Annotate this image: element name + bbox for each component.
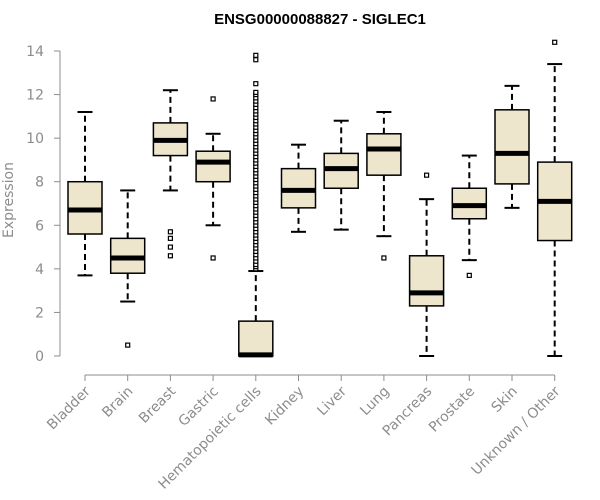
- outlier-point: [381, 255, 387, 261]
- outlier-point: [210, 96, 216, 102]
- y-tick-label: 14: [26, 44, 44, 60]
- x-tick-label: Brain: [99, 384, 136, 421]
- box-9: [408, 172, 445, 357]
- outlier-point: [253, 89, 259, 95]
- iqr-box: [366, 133, 402, 176]
- x-tick-label: Bladder: [44, 383, 94, 433]
- box-7: [323, 119, 359, 231]
- box-4: [195, 96, 231, 261]
- y-tick-label: 10: [26, 131, 44, 147]
- y-axis: 0 2 4 6 8 10 12 14: [26, 44, 61, 365]
- box-5: [238, 52, 274, 358]
- x-tick-label: Prostate: [426, 384, 478, 436]
- outlier-point: [466, 272, 472, 278]
- y-tick-label: 4: [35, 262, 44, 278]
- outlier-point: [253, 81, 259, 87]
- box-6: [280, 143, 317, 233]
- x-tick-label: Lung: [357, 384, 392, 419]
- box-group: [67, 39, 573, 358]
- outlier-point: [253, 52, 259, 58]
- box-10: [451, 154, 488, 278]
- box-8: [366, 111, 402, 261]
- outlier-point: [253, 57, 259, 63]
- y-tick-label: 8: [35, 175, 44, 191]
- outlier-point: [210, 255, 216, 261]
- x-tick-label: Kidney: [262, 384, 307, 429]
- outlier-point: [125, 342, 131, 348]
- box-3: [152, 89, 189, 259]
- box-2: [109, 189, 146, 348]
- outlier-point: [167, 235, 173, 241]
- y-axis-label: Expression: [1, 162, 17, 238]
- outlier-point: [424, 172, 430, 178]
- iqr-box: [494, 109, 530, 185]
- y-tick-label: 2: [35, 305, 44, 321]
- outlier-point: [552, 39, 558, 45]
- x-tick-label: Liver: [314, 383, 350, 419]
- iqr-box: [238, 320, 274, 357]
- outlier-point: [167, 229, 173, 235]
- x-tick-label: Skin: [488, 384, 520, 416]
- outlier-point: [167, 253, 173, 259]
- outlier-point: [167, 244, 173, 250]
- y-tick-label: 12: [26, 88, 44, 104]
- iqr-box: [408, 255, 445, 307]
- y-tick-label: 0: [35, 349, 44, 365]
- box-12: [536, 39, 573, 357]
- y-tick-label: 6: [35, 218, 44, 234]
- iqr-box: [195, 150, 231, 183]
- box-1: [67, 111, 103, 277]
- chart-title: ENSG00000088827 - SIGLEC1: [214, 11, 426, 28]
- x-tick-label: Breast: [136, 383, 180, 427]
- box-11: [494, 84, 530, 209]
